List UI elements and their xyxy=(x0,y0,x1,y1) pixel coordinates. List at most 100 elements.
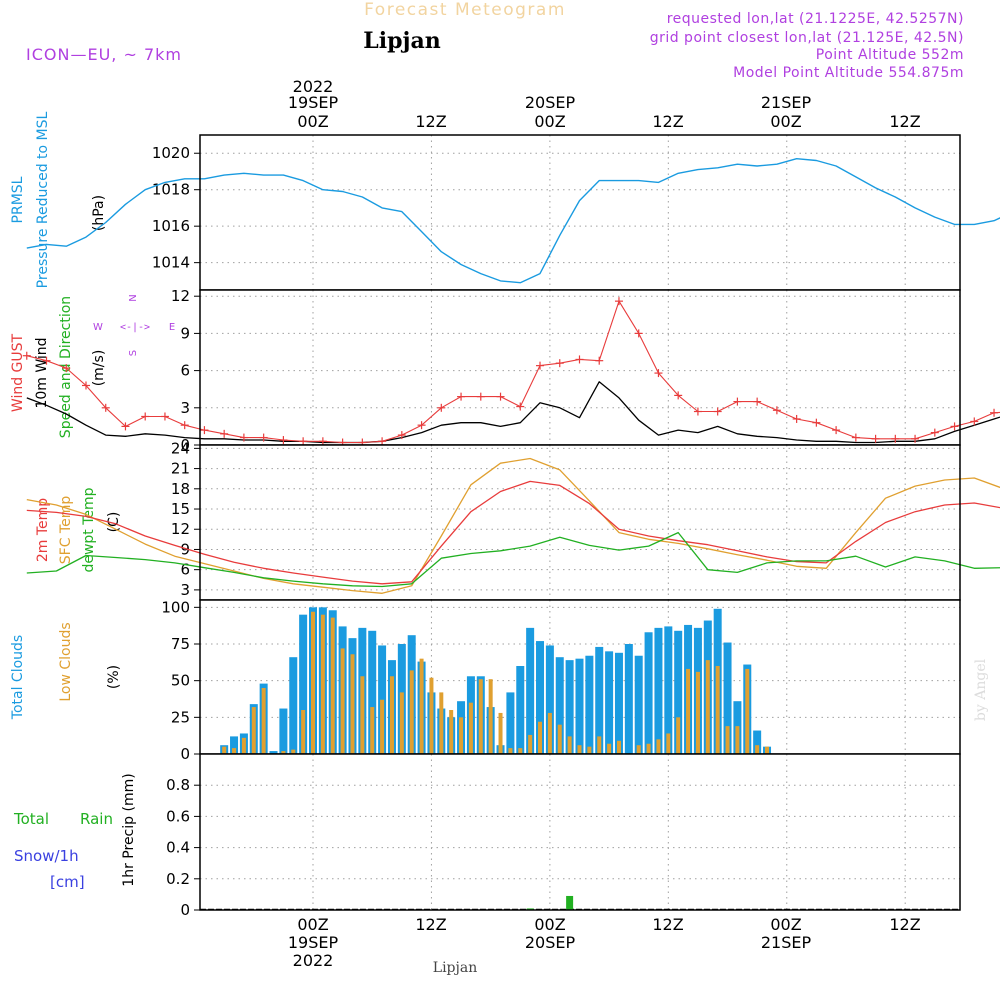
compass-s: S xyxy=(128,350,139,356)
bottom-hour-1: 12Z xyxy=(415,915,446,934)
low-clouds-bar xyxy=(340,648,345,754)
clouds-y-tick-label: 0 xyxy=(180,745,190,763)
snow-label: Snow/1h xyxy=(14,847,79,865)
low-clouds-bar xyxy=(725,726,730,754)
wind-gust-marker xyxy=(101,403,110,412)
total-clouds-bar xyxy=(674,630,683,754)
total-rain-label-a: Total xyxy=(13,810,49,828)
requested-lonlat: requested lon,lat (21.1225E, 42.5257N) xyxy=(667,11,964,27)
top-year: 2022 xyxy=(293,77,334,96)
wind-y-tick-label: 12 xyxy=(171,287,190,305)
pressure-y-tick-label: 1020 xyxy=(152,144,190,162)
low-clouds-bar xyxy=(686,668,691,754)
wind-gust-marker xyxy=(654,369,663,378)
total-clouds-bar xyxy=(654,627,663,754)
low-clouds-bar xyxy=(350,654,355,754)
wind-gust-marker xyxy=(575,355,584,364)
precip-plot-bg xyxy=(200,754,960,910)
temp-dewpt-label: dewpt Temp xyxy=(81,487,97,572)
wind-gust-marker xyxy=(733,397,742,406)
top-date-2: 21SEP xyxy=(761,93,812,112)
low-clouds-bar xyxy=(281,751,286,754)
compass-n: N xyxy=(128,294,139,301)
bottom-hour-3: 12Z xyxy=(652,915,683,934)
low-clouds-bar xyxy=(616,740,621,754)
total-clouds-bar xyxy=(624,644,633,754)
low-clouds-bar xyxy=(360,676,365,754)
wind-gust-marker xyxy=(891,434,900,443)
low-clouds-bar xyxy=(251,707,256,754)
low-clouds-bar xyxy=(241,737,246,754)
top-hour-3: 12Z xyxy=(652,112,683,131)
wind-y-tick-label: 6 xyxy=(180,362,190,380)
low-clouds-bar xyxy=(715,666,720,754)
total-clouds-bar xyxy=(545,645,554,754)
top-hour-4: 00Z xyxy=(770,112,801,131)
pressure-label-long: Pressure Reduced to MSL xyxy=(35,111,51,288)
wind-gust-marker xyxy=(239,433,248,442)
snow-unit-label: [cm] xyxy=(50,873,85,891)
low-clouds-bar xyxy=(468,702,473,754)
wind-gust-marker xyxy=(457,392,466,401)
wind-gust-marker xyxy=(299,437,308,446)
location-name: Lipjan xyxy=(363,28,440,54)
low-clouds-bar xyxy=(232,748,237,754)
wind-gust-marker xyxy=(476,392,485,401)
total-clouds-bar xyxy=(575,658,584,754)
wind-gust-marker xyxy=(674,391,683,400)
low-clouds-bar xyxy=(380,699,385,754)
total-clouds-bar xyxy=(526,627,535,754)
temp-unit: (C) xyxy=(106,512,122,533)
wind-gust-marker xyxy=(970,417,979,426)
wind-y-tick-label: 9 xyxy=(180,324,190,342)
watermark: by Angel xyxy=(973,658,989,721)
wind-gust-marker xyxy=(42,356,51,365)
wind-unit: (m/s) xyxy=(91,350,107,387)
temperature-y-tick-label: 24 xyxy=(171,439,190,457)
wind-gust-marker xyxy=(753,397,762,406)
plot-area: 1014101610181020036912369121518212402550… xyxy=(22,134,1000,919)
top-date-1: 20SEP xyxy=(525,93,576,112)
wind-gust-marker xyxy=(417,421,426,430)
low-clouds-bar xyxy=(528,734,533,754)
low-clouds-bar xyxy=(765,746,770,754)
top-time-axis: 2022 19SEP 20SEP 21SEP 00Z 12Z 00Z 12Z 0… xyxy=(288,77,921,131)
bottom-time-axis: 00Z 12Z 00Z 12Z 00Z 12Z 19SEP 20SEP 21SE… xyxy=(288,915,921,970)
bottom-hour-5: 12Z xyxy=(889,915,920,934)
low-clouds-bar xyxy=(439,692,444,754)
clouds-y-tick-label: 100 xyxy=(161,598,190,616)
wind-gust-marker xyxy=(220,429,229,438)
total-clouds-bar xyxy=(605,651,614,754)
low-clouds-bar xyxy=(636,745,641,754)
total-clouds-bar xyxy=(368,630,377,754)
low-clouds-bar xyxy=(577,745,582,754)
wind-gust-marker xyxy=(160,412,169,421)
total-clouds-bar xyxy=(299,614,308,754)
top-hour-0: 00Z xyxy=(297,112,328,131)
pressure-y-tick-label: 1014 xyxy=(152,254,190,272)
wind-gust-marker xyxy=(180,421,189,430)
wind-gust-marker xyxy=(22,351,31,360)
wind-gust-marker xyxy=(990,408,999,417)
precip-y-tick-label: 0.4 xyxy=(166,839,190,857)
total-clouds-label: Total Clouds xyxy=(10,635,26,720)
low-clouds-bar xyxy=(547,712,552,754)
total-clouds-bar xyxy=(614,652,623,754)
wind-gust-label: Wind GUST xyxy=(10,333,26,412)
pressure-line xyxy=(26,157,1000,284)
clouds-unit: (%) xyxy=(106,665,122,689)
low-clouds-bar xyxy=(261,688,266,754)
bottom-hour-2: 00Z xyxy=(534,915,565,934)
top-date-0: 19SEP xyxy=(288,93,339,112)
total-clouds-bar xyxy=(585,655,594,754)
low-clouds-label: Low Clouds xyxy=(58,622,74,701)
point-altitude: Point Altitude 552m xyxy=(816,47,964,63)
wind-gust-marker xyxy=(555,359,564,368)
low-clouds-bar xyxy=(597,736,602,754)
wind-gust-marker xyxy=(318,437,327,446)
low-clouds-bar xyxy=(557,724,562,754)
wind-gust-marker xyxy=(397,431,406,440)
pressure-label-prmsl: PRMSL xyxy=(10,176,26,223)
low-clouds-bar xyxy=(330,617,335,754)
